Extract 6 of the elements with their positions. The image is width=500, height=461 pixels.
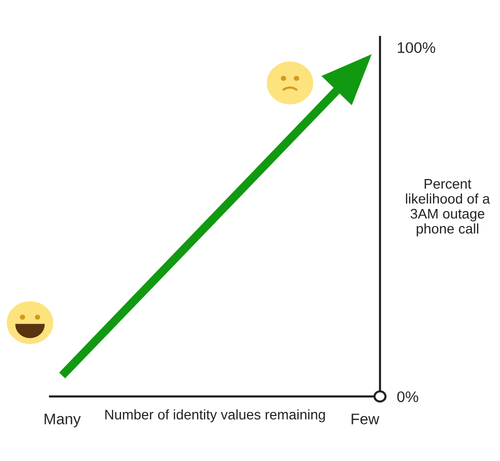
y-tick-label: 100%	[398, 42, 436, 54]
x-tick-label: Many	[44, 414, 81, 428]
x-tick-label: Few	[352, 414, 380, 424]
x-axis-title: Number of identity values remaining	[105, 409, 325, 422]
y-tick-label: 0%	[397, 391, 418, 402]
y-axis-title: Percent likelihood of a 3AM outage phone call	[406, 179, 490, 236]
